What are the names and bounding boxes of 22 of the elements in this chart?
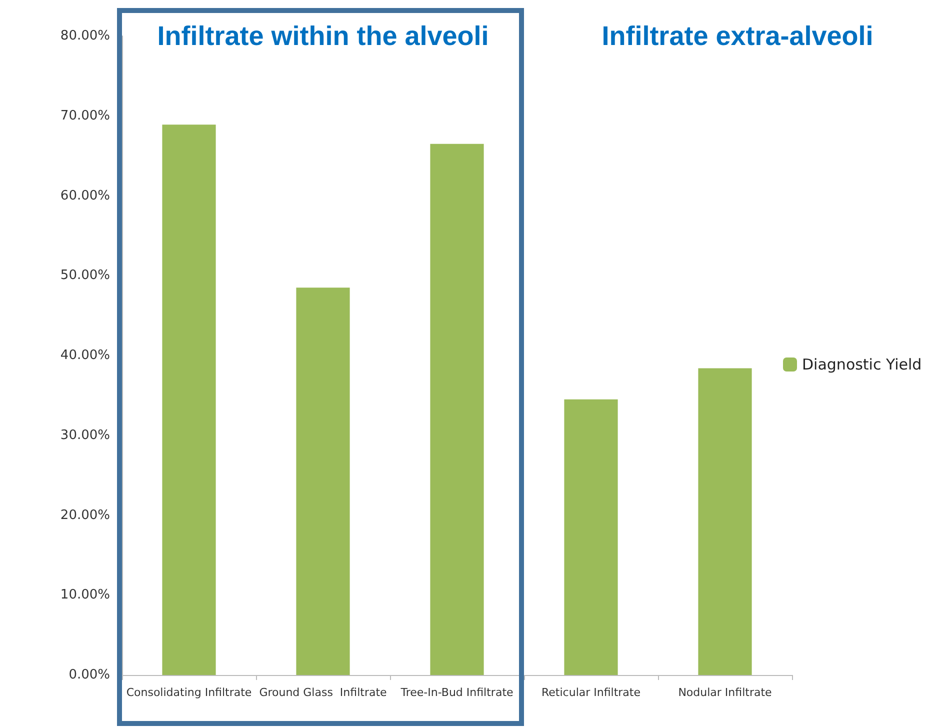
x-tick-label: Reticular Infiltrate [542, 686, 641, 699]
x-tick-label: Ground Glass Infiltrate [259, 686, 388, 699]
y-tick-label: 0.00% [68, 668, 110, 682]
bar [564, 399, 618, 675]
legend-label: Diagnostic Yield [802, 356, 922, 374]
x-tick-label: Tree-In-Bud Infiltrate [400, 686, 514, 699]
annotation: Infiltrate extra-alveoli [602, 21, 874, 51]
annotation: Infiltrate within the alveoli [157, 21, 489, 51]
y-tick-label: 70.00% [60, 108, 110, 124]
y-tick-label: 40.00% [60, 348, 110, 363]
y-tick-label: 20.00% [60, 508, 110, 523]
y-tick-label: 30.00% [60, 428, 110, 443]
y-tick-label: 60.00% [60, 188, 110, 204]
y-tick-label: 80.00% [60, 28, 110, 44]
x-tick-label: Consolidating Infiltrate [126, 686, 252, 699]
bar [296, 288, 350, 675]
y-tick-label: 10.00% [60, 588, 110, 603]
bar [698, 368, 752, 675]
x-tick-label: Nodular Infiltrate [678, 686, 772, 699]
bar [162, 124, 216, 675]
bar [430, 144, 484, 675]
y-tick-label: 50.00% [60, 268, 110, 284]
